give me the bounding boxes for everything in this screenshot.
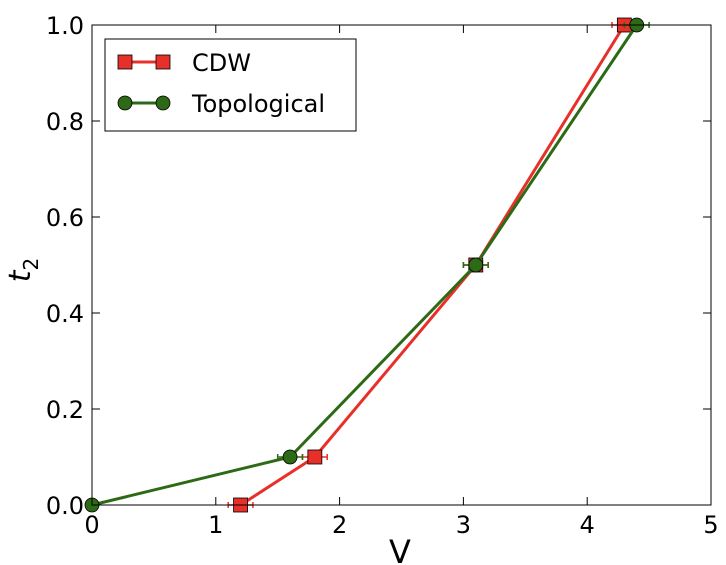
legend-marker <box>155 54 171 70</box>
y-tick-label: 0.4 <box>46 300 84 328</box>
legend-item-cdw: CDW <box>117 49 251 77</box>
series-topological <box>84 17 650 513</box>
y-tick-label: 0.6 <box>46 204 84 232</box>
legend-item-topological: Topological <box>117 90 325 118</box>
legend-label: Topological <box>191 90 325 118</box>
y-axis-label-main: t <box>3 269 38 282</box>
series-line-cdw <box>239 24 626 507</box>
y-tick-label: 0.2 <box>46 396 84 424</box>
x-axis-label: V <box>389 533 411 565</box>
x-tick-label: 3 <box>456 511 471 539</box>
data-point-cdw <box>307 449 323 465</box>
plot-frame <box>91 24 712 506</box>
series-layer <box>84 17 650 513</box>
legend-marker <box>155 95 171 111</box>
legend: CDW Topological <box>104 38 357 132</box>
legend-marker <box>117 54 133 70</box>
legend-label: CDW <box>192 49 251 77</box>
data-point-topological <box>282 449 298 465</box>
y-axis-label-sub: 2 <box>19 258 43 271</box>
series-line-topological <box>91 24 638 507</box>
y-tick-label: 0.8 <box>46 108 84 136</box>
y-axis-label: t2 <box>3 258 43 283</box>
data-point-topological <box>468 257 484 273</box>
x-tick-label: 5 <box>703 511 718 539</box>
x-tick-label: 2 <box>332 511 347 539</box>
x-tick-label: 1 <box>208 511 223 539</box>
y-tick-label: 1.0 <box>46 12 84 40</box>
x-tick-label: 4 <box>580 511 595 539</box>
ticks-layer: 0 1 2 3 4 5 0.0 0.2 0.4 0.6 0.8 1.0 <box>46 12 719 539</box>
legend-items: CDW Topological <box>117 49 325 118</box>
legend-box <box>104 38 357 132</box>
x-tick-label: 0 <box>84 511 99 539</box>
y-tick-label: 0.0 <box>46 492 84 520</box>
legend-marker <box>117 95 133 111</box>
